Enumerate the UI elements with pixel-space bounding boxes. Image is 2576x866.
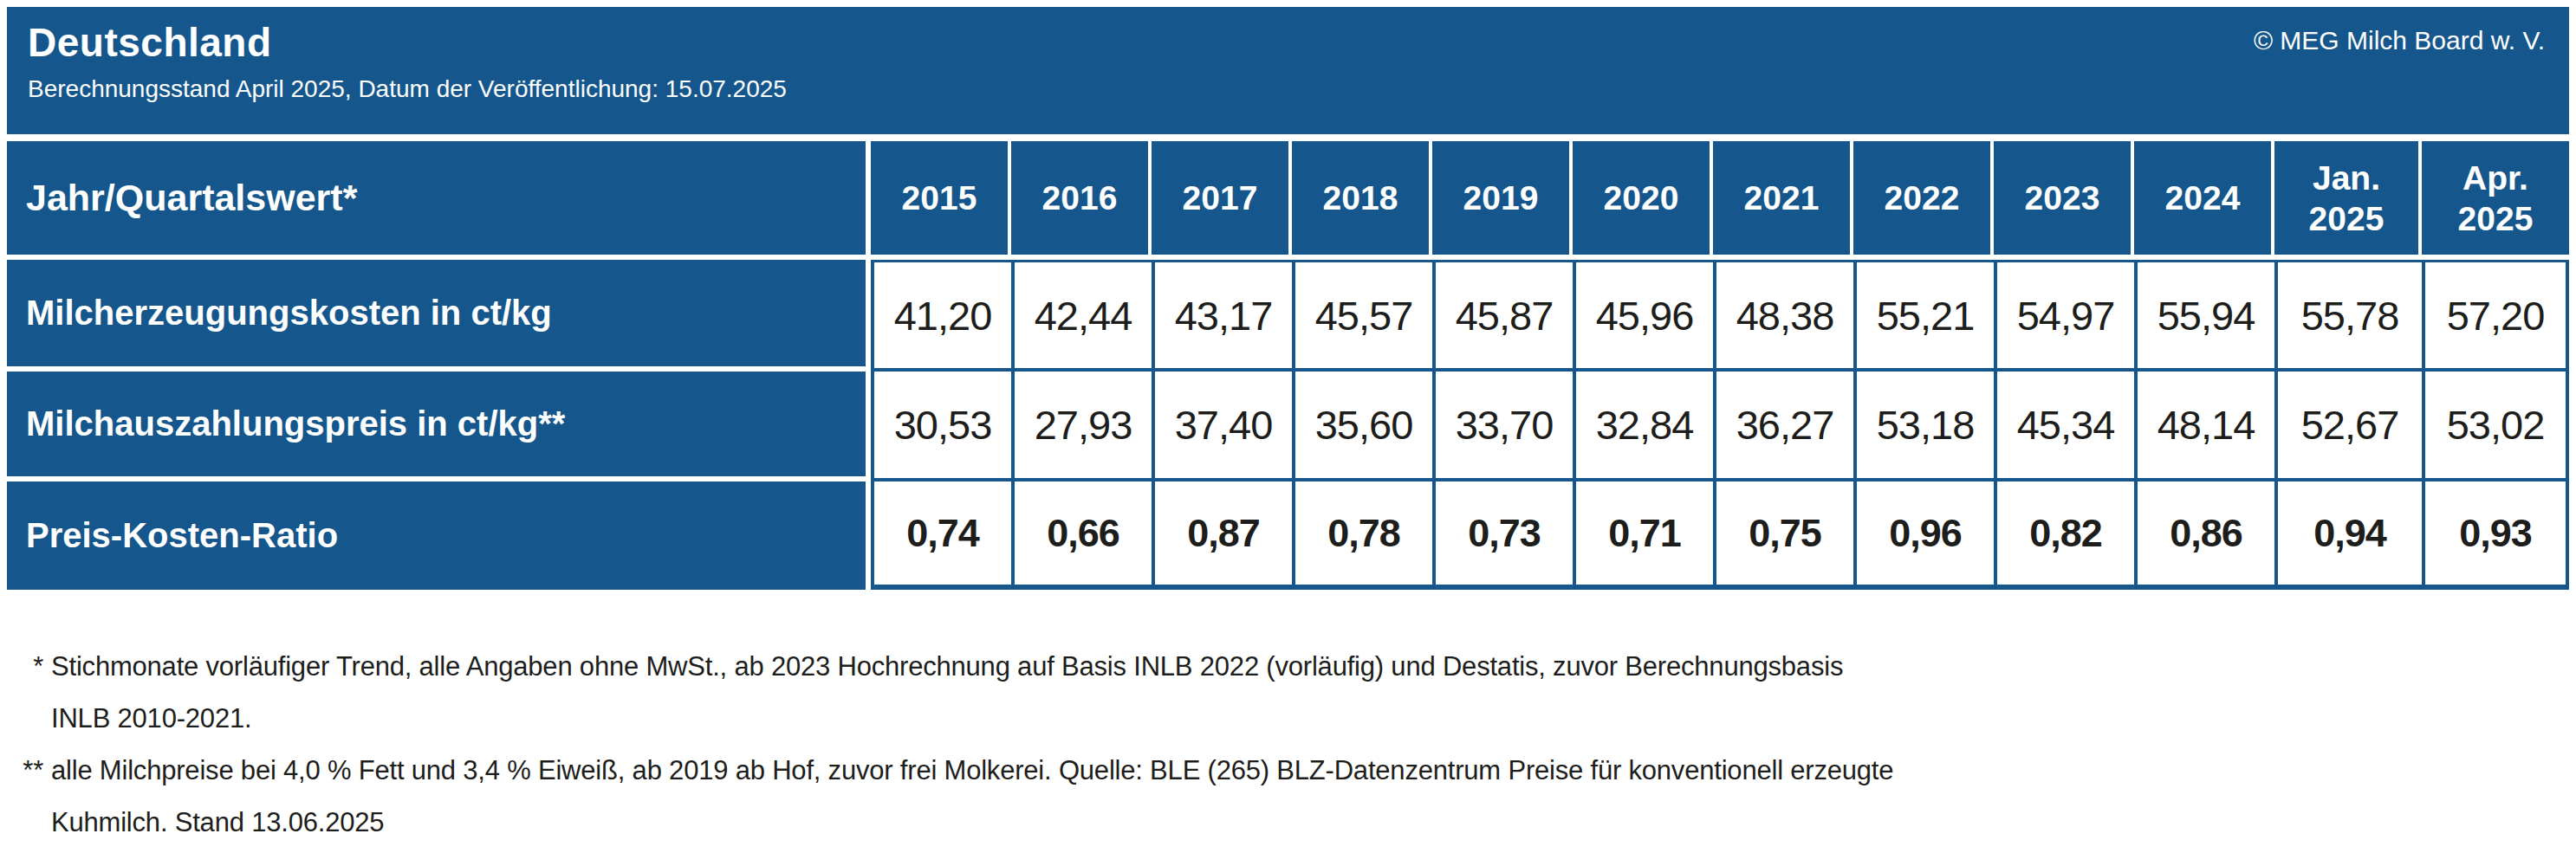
value-cell: 41,20 xyxy=(871,260,1011,372)
value-cell: 54,97 xyxy=(1994,260,2134,372)
col-header-2020: 2020 xyxy=(1573,141,1713,260)
footnote-2: ** alle Milchpreise bei 4,0 % Fett und 3… xyxy=(7,745,2569,849)
value-cell: 45,87 xyxy=(1432,260,1573,372)
value-cell: 53,18 xyxy=(1853,372,1994,481)
value-cell: 55,94 xyxy=(2134,260,2274,372)
row-label: Milchauszahlungspreis in ct/kg** xyxy=(7,372,871,481)
footnotes: * Stichmonate vorläufiger Trend, alle An… xyxy=(7,641,2569,849)
value-cell: 35,60 xyxy=(1292,372,1432,481)
col-header-2015: 2015 xyxy=(871,141,1011,260)
row-label: Preis-Kosten-Ratio xyxy=(7,481,871,590)
footnote-1-line-2: INLB 2010-2021. xyxy=(51,693,1843,745)
value-cell: 0,94 xyxy=(2274,481,2422,590)
value-cell: 30,53 xyxy=(871,372,1011,481)
footnote-2-text: alle Milchpreise bei 4,0 % Fett und 3,4 … xyxy=(43,745,1893,849)
page-subtitle: Berechnungsstand April 2025, Datum der V… xyxy=(28,73,2547,106)
col-header-jan-2025: Jan. 2025 xyxy=(2274,141,2422,260)
footnote-1-line-1: Stichmonate vorläufiger Trend, alle Anga… xyxy=(51,641,1843,693)
corner-header: Jahr/Quartalswert* xyxy=(7,141,871,260)
footnote-1: * Stichmonate vorläufiger Trend, alle An… xyxy=(7,641,2569,745)
value-cell: 55,78 xyxy=(2274,260,2422,372)
col-header-2016: 2016 xyxy=(1011,141,1152,260)
value-cell: 55,21 xyxy=(1853,260,1994,372)
header-band: Deutschland Berechnungsstand April 2025,… xyxy=(7,7,2569,134)
value-cell: 0,82 xyxy=(1994,481,2134,590)
value-cell: 45,96 xyxy=(1573,260,1713,372)
col-header-2021: 2021 xyxy=(1713,141,1853,260)
value-cell: 0,73 xyxy=(1432,481,1573,590)
value-cell: 45,34 xyxy=(1994,372,2134,481)
value-cell: 0,93 xyxy=(2422,481,2569,590)
value-cell: 0,71 xyxy=(1573,481,1713,590)
value-cell: 43,17 xyxy=(1152,260,1292,372)
footnote-1-marker: * xyxy=(7,641,43,693)
col-header-2017: 2017 xyxy=(1152,141,1292,260)
col-header-2024: 2024 xyxy=(2134,141,2274,260)
value-cell: 32,84 xyxy=(1573,372,1713,481)
footnote-2-line-1: alle Milchpreise bei 4,0 % Fett und 3,4 … xyxy=(51,745,1893,797)
col-header-apr-2025: Apr. 2025 xyxy=(2422,141,2569,260)
value-cell: 42,44 xyxy=(1011,260,1152,372)
footnote-2-line-2: Kuhmilch. Stand 13.06.2025 xyxy=(51,797,1893,849)
col-header-2018: 2018 xyxy=(1292,141,1432,260)
copyright-note: © MEG Milch Board w. V. xyxy=(2254,26,2545,55)
col-header-2022: 2022 xyxy=(1853,141,1994,260)
value-cell: 33,70 xyxy=(1432,372,1573,481)
data-table: Jahr/Quartalswert* 201520162017201820192… xyxy=(7,141,2569,590)
value-cell: 27,93 xyxy=(1011,372,1152,481)
value-cell: 0,87 xyxy=(1152,481,1292,590)
value-cell: 0,66 xyxy=(1011,481,1152,590)
value-cell: 0,74 xyxy=(871,481,1011,590)
row-label: Milcherzeugungskosten in ct/kg xyxy=(7,260,871,372)
footnote-2-marker: ** xyxy=(7,745,43,797)
value-cell: 0,96 xyxy=(1853,481,1994,590)
value-cell: 53,02 xyxy=(2422,372,2569,481)
value-cell: 36,27 xyxy=(1713,372,1853,481)
value-cell: 0,86 xyxy=(2134,481,2274,590)
value-cell: 0,78 xyxy=(1292,481,1432,590)
value-cell: 48,14 xyxy=(2134,372,2274,481)
page-title: Deutschland xyxy=(28,17,2547,68)
value-cell: 48,38 xyxy=(1713,260,1853,372)
col-header-2023: 2023 xyxy=(1994,141,2134,260)
value-cell: 57,20 xyxy=(2422,260,2569,372)
value-cell: 52,67 xyxy=(2274,372,2422,481)
value-cell: 37,40 xyxy=(1152,372,1292,481)
value-cell: 0,75 xyxy=(1713,481,1853,590)
value-cell: 45,57 xyxy=(1292,260,1432,372)
col-header-2019: 2019 xyxy=(1432,141,1573,260)
footnote-1-text: Stichmonate vorläufiger Trend, alle Anga… xyxy=(43,641,1843,745)
